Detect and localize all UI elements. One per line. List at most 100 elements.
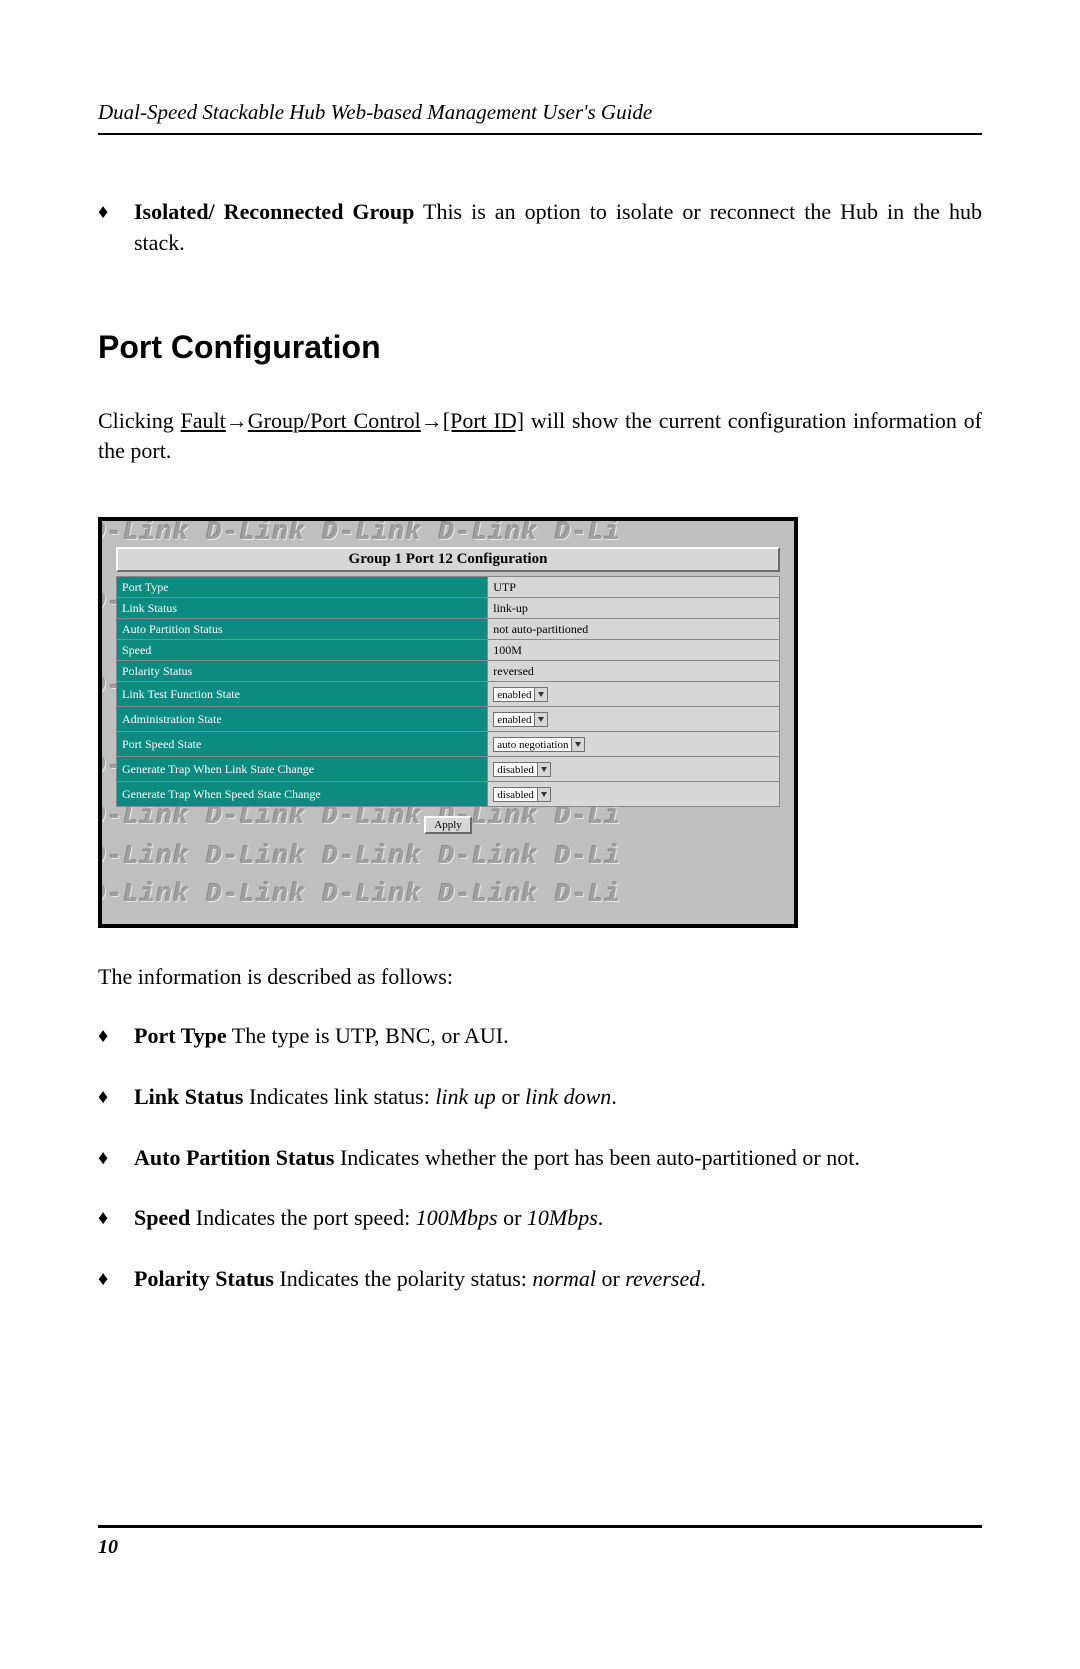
screenshot-figure: D-Link D-Link D-Link D-Link D-Li D-Link … xyxy=(98,517,798,928)
config-value[interactable]: disabled xyxy=(488,757,780,782)
config-label: Link Status xyxy=(117,598,488,619)
config-value[interactable]: disabled xyxy=(488,782,780,807)
bullet-diamond-icon: ♦ xyxy=(98,1082,134,1111)
chevron-down-icon[interactable] xyxy=(538,787,551,802)
bullet-content: Speed Indicates the port speed: 100Mbps … xyxy=(134,1203,982,1234)
config-value[interactable]: auto negotiation xyxy=(488,732,780,757)
bullet-italic: link down xyxy=(525,1084,611,1109)
bullet-italic: reversed xyxy=(625,1266,700,1291)
config-row: Polarity Statusreversed xyxy=(117,661,780,682)
chevron-down-icon[interactable] xyxy=(538,762,551,777)
bullet-mid: or xyxy=(498,1205,527,1230)
config-value[interactable]: enabled xyxy=(488,682,780,707)
config-row: Administration State enabled xyxy=(117,707,780,732)
select-box[interactable]: disabled xyxy=(493,762,538,777)
config-label: Administration State xyxy=(117,707,488,732)
bullet-desc: Indicates whether the port has been auto… xyxy=(334,1145,859,1170)
bullet-italic: normal xyxy=(532,1266,596,1291)
nav-arrow1: → xyxy=(226,408,248,433)
bullet-content: Port Type The type is UTP, BNC, or AUI. xyxy=(134,1021,982,1052)
list-item: ♦Port Type The type is UTP, BNC, or AUI. xyxy=(98,1021,982,1052)
bullet-mid: or xyxy=(596,1266,625,1291)
nav-link-fault: Fault xyxy=(181,408,226,433)
config-row: Link Statuslink-up xyxy=(117,598,780,619)
bullets-list: ♦Port Type The type is UTP, BNC, or AUI.… xyxy=(98,1021,982,1295)
nav-link-group: Group/Port Control xyxy=(248,408,421,433)
bullet-italic: 100Mbps xyxy=(416,1205,498,1230)
config-row: Generate Trap When Link State Change disa… xyxy=(117,757,780,782)
intro-term: Isolated/ Reconnected Group xyxy=(134,199,414,224)
config-row: Port TypeUTP xyxy=(117,577,780,598)
bullet-post: . xyxy=(700,1266,706,1291)
config-label: Generate Trap When Speed State Change xyxy=(117,782,488,807)
list-item: ♦Auto Partition Status Indicates whether… xyxy=(98,1143,982,1174)
bullet-desc-pre: Indicates the polarity status: xyxy=(274,1266,532,1291)
bullet-diamond-icon: ♦ xyxy=(98,1264,134,1293)
select-box[interactable]: disabled xyxy=(493,787,538,802)
nav-pre: Clicking xyxy=(98,408,181,433)
config-label: Generate Trap When Link State Change xyxy=(117,757,488,782)
figure-title-bar: Group 1 Port 12 Configuration xyxy=(116,547,780,572)
bullet-desc-pre: Indicates link status: xyxy=(243,1084,435,1109)
select-box[interactable]: auto negotiation xyxy=(493,737,572,752)
config-row: Link Test Function State enabled xyxy=(117,682,780,707)
bullet-content: Link Status Indicates link status: link … xyxy=(134,1082,982,1113)
config-value: link-up xyxy=(488,598,780,619)
config-label: Port Speed State xyxy=(117,732,488,757)
select-box[interactable]: enabled xyxy=(493,712,535,727)
page-footer: 10 xyxy=(98,1525,982,1559)
config-label: Link Test Function State xyxy=(117,682,488,707)
nav-arrow2: → xyxy=(421,408,443,433)
config-label: Port Type xyxy=(117,577,488,598)
bullet-term: Link Status xyxy=(134,1084,243,1109)
bullet-desc-pre: Indicates the port speed: xyxy=(190,1205,415,1230)
section-title: Port Configuration xyxy=(98,329,982,366)
bullet-post: . xyxy=(598,1205,604,1230)
config-table: Port TypeUTPLink Statuslink-upAuto Parti… xyxy=(116,576,780,807)
intro-bullet-content: Isolated/ Reconnected Group This is an o… xyxy=(134,197,982,259)
bullet-diamond-icon: ♦ xyxy=(98,1143,134,1172)
chevron-down-icon[interactable] xyxy=(572,737,585,752)
bullet-diamond-icon: ♦ xyxy=(98,1021,134,1050)
bullet-desc: The type is UTP, BNC, or AUI. xyxy=(227,1023,509,1048)
figure-inner: D-Link D-Link D-Link D-Link D-Li D-Link … xyxy=(102,521,794,924)
config-value: 100M xyxy=(488,640,780,661)
select-box[interactable]: enabled xyxy=(493,687,535,702)
bullet-content: Auto Partition Status Indicates whether … xyxy=(134,1143,982,1174)
nav-link-portid: [Port ID] xyxy=(443,408,524,433)
page-header: Dual-Speed Stackable Hub Web-based Manag… xyxy=(98,100,982,135)
config-label: Auto Partition Status xyxy=(117,619,488,640)
page-number: 10 xyxy=(98,1536,118,1558)
intro-bullet: ♦ Isolated/ Reconnected Group This is an… xyxy=(98,197,982,259)
bullet-content: Polarity Status Indicates the polarity s… xyxy=(134,1264,982,1295)
config-value: not auto-partitioned xyxy=(488,619,780,640)
bullet-mid: or xyxy=(496,1084,525,1109)
config-row: Port Speed State auto negotiation xyxy=(117,732,780,757)
bullet-diamond-icon: ♦ xyxy=(98,197,134,226)
bullet-italic: 10Mbps xyxy=(527,1205,598,1230)
bullet-term: Auto Partition Status xyxy=(134,1145,334,1170)
config-value: reversed xyxy=(488,661,780,682)
config-row: Speed100M xyxy=(117,640,780,661)
config-label: Speed xyxy=(117,640,488,661)
apply-button[interactable]: Apply xyxy=(424,816,472,834)
post-figure-text: The information is described as follows: xyxy=(98,962,982,993)
list-item: ♦Polarity Status Indicates the polarity … xyxy=(98,1264,982,1295)
chevron-down-icon[interactable] xyxy=(535,712,548,727)
bullet-diamond-icon: ♦ xyxy=(98,1203,134,1232)
page: Dual-Speed Stackable Hub Web-based Manag… xyxy=(0,0,1080,1669)
list-item: ♦Speed Indicates the port speed: 100Mbps… xyxy=(98,1203,982,1234)
bullet-term: Speed xyxy=(134,1205,190,1230)
chevron-down-icon[interactable] xyxy=(535,687,548,702)
config-value[interactable]: enabled xyxy=(488,707,780,732)
bullet-term: Port Type xyxy=(134,1023,227,1048)
nav-sentence: Clicking Fault→Group/Port Control→[Port … xyxy=(98,406,982,468)
bullet-italic: link up xyxy=(435,1084,496,1109)
config-value: UTP xyxy=(488,577,780,598)
list-item: ♦Link Status Indicates link status: link… xyxy=(98,1082,982,1113)
bullet-post: . xyxy=(611,1084,617,1109)
config-row: Auto Partition Statusnot auto-partitione… xyxy=(117,619,780,640)
apply-wrap: Apply xyxy=(110,815,786,914)
config-label: Polarity Status xyxy=(117,661,488,682)
config-row: Generate Trap When Speed State Change dis… xyxy=(117,782,780,807)
